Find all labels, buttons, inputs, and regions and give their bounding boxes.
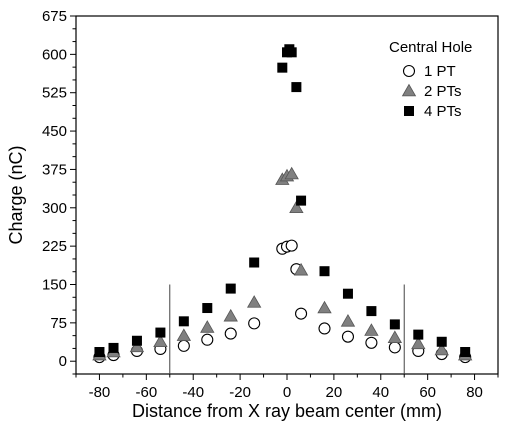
point-2pts [317, 300, 332, 314]
point-2pts [293, 262, 309, 276]
y-tick-label: 600 [42, 46, 67, 63]
x-tick-label: -20 [229, 384, 251, 401]
y-tick-label: 525 [42, 85, 67, 102]
point-2pts [129, 339, 145, 353]
y-tick-label: 450 [42, 123, 67, 140]
point-2pts [246, 295, 262, 308]
point-1pt [388, 341, 401, 354]
point-1pt [224, 327, 237, 340]
legend-marker-2pts [401, 83, 417, 97]
point-4pts [277, 62, 288, 73]
legend-label-1pt: 1 PT [424, 63, 456, 80]
point-2pts [387, 330, 403, 343]
point-1pt [341, 330, 355, 343]
point-4pts [225, 283, 236, 294]
x-tick-label: 0 [283, 384, 291, 401]
point-1pt [248, 317, 261, 330]
point-4pts [342, 288, 353, 299]
divider-lines [169, 284, 405, 374]
point-4pts [389, 319, 400, 330]
x-tick-label: -80 [89, 384, 111, 401]
point-4pts [155, 327, 166, 338]
point-4pts [413, 329, 424, 340]
point-2pts [434, 342, 449, 356]
x-tick-label: -40 [182, 384, 204, 401]
point-2pts [289, 200, 304, 214]
point-4pts [436, 336, 447, 347]
x-tick-label: -60 [135, 384, 157, 401]
legend-label-4pts: 4 PTs [424, 103, 462, 120]
y-tick-label: 300 [42, 200, 67, 217]
legend-markers [401, 64, 417, 116]
point-2pts [176, 328, 192, 341]
point-4pts [460, 347, 471, 358]
legend-marker-1pt [402, 64, 416, 78]
point-4pts [94, 347, 105, 358]
axis-ticks [70, 15, 499, 380]
y-tick-label: 0 [59, 353, 67, 370]
point-2pts [411, 336, 426, 350]
point-1pt [318, 322, 331, 335]
point-2pts [340, 314, 356, 327]
point-4pts [108, 342, 119, 353]
point-4pts [291, 82, 302, 93]
point-4pts [202, 303, 213, 314]
point-2pts [284, 166, 299, 180]
data-points [92, 44, 473, 364]
y-tick-label: 225 [42, 238, 67, 255]
x-axis-title: Distance from X ray beam center (mm) [132, 401, 442, 421]
legend: Central Hole 1 PT 2 PTs 4 PTs [389, 39, 472, 120]
point-4pts [286, 47, 297, 58]
point-4pts [249, 257, 260, 268]
x-tick-label: 40 [372, 384, 389, 401]
point-2pts [364, 323, 379, 336]
y-axis-title: Charge (nC) [6, 145, 26, 244]
point-1pt [365, 336, 378, 349]
legend-title: Central Hole [389, 39, 472, 56]
point-4pts [319, 266, 330, 277]
y-tick-label: 150 [42, 277, 67, 294]
point-2pts [153, 334, 168, 348]
point-1pt [285, 239, 298, 252]
y-tick-label: 75 [50, 315, 67, 332]
point-4pts [131, 335, 142, 346]
x-tick-label: 20 [326, 384, 343, 401]
point-1pt [201, 333, 214, 346]
point-4pts [366, 306, 377, 317]
point-4pts [296, 195, 307, 206]
legend-label-2pts: 2 PTs [424, 83, 462, 100]
legend-marker-4pts [404, 106, 414, 116]
x-tick-label: 80 [466, 384, 483, 401]
point-1pt [295, 307, 308, 320]
y-tick-label: 675 [42, 8, 67, 25]
point-2pts [223, 308, 238, 322]
point-2pts [200, 320, 215, 333]
point-1pt [177, 339, 190, 352]
x-tick-label: 60 [419, 384, 436, 401]
y-tick-labels: 0 75 150 225 300 375 450 525 600 675 [42, 8, 67, 370]
point-4pts [178, 316, 189, 327]
x-tick-labels: -80 -60 -40 -20 0 20 40 60 80 [89, 384, 483, 401]
y-tick-label: 375 [42, 161, 67, 178]
